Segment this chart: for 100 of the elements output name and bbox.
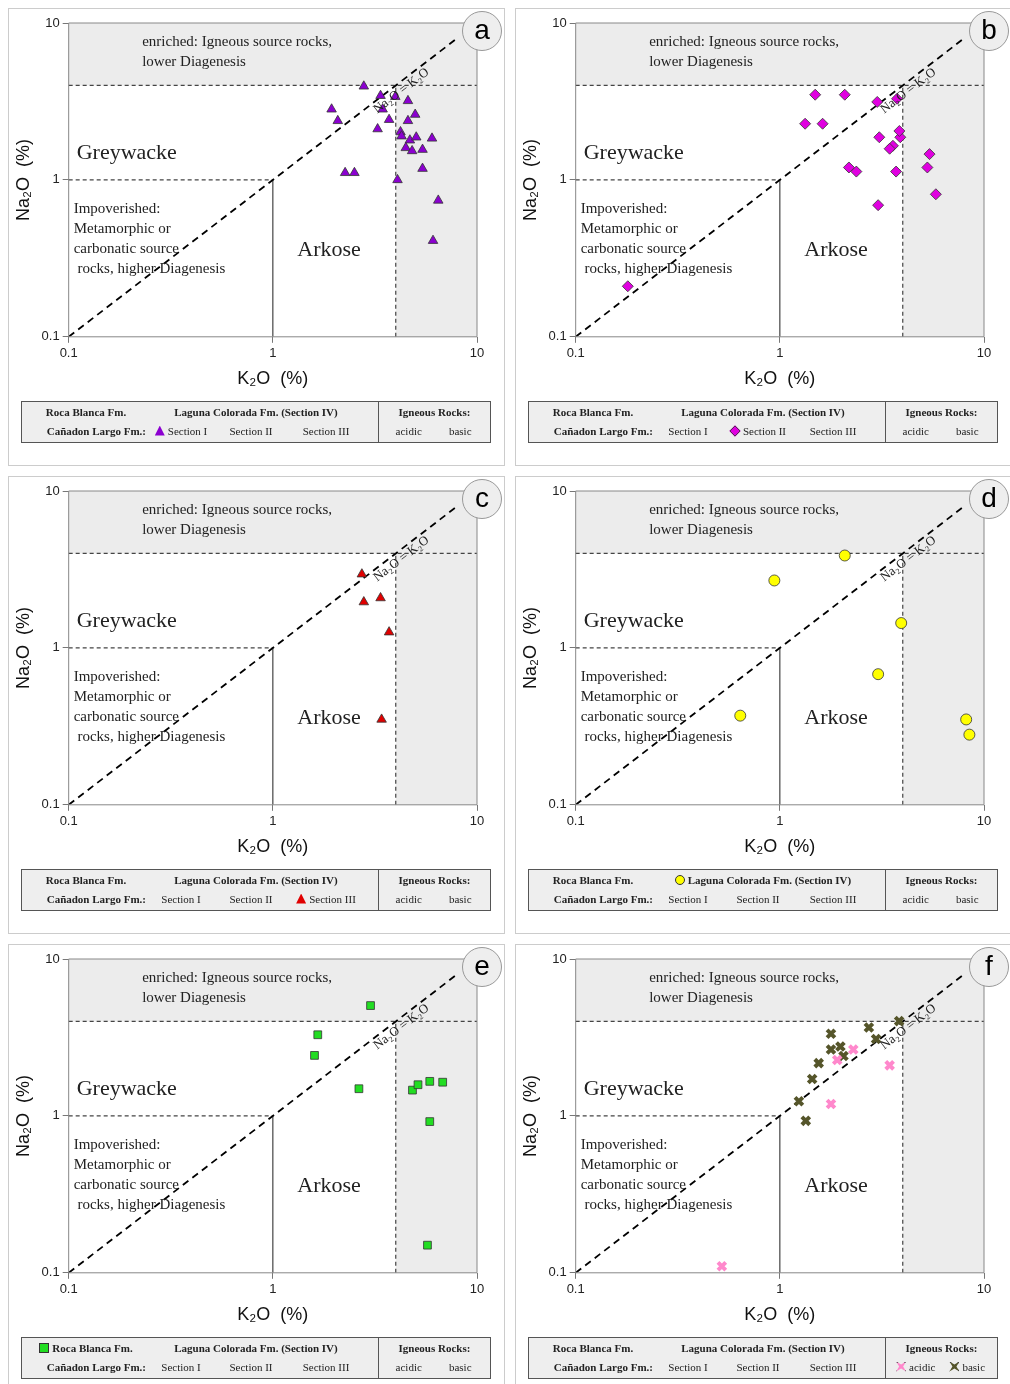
x-tick-label: 10 (469, 345, 485, 361)
text: basic (955, 424, 979, 437)
y-tick-label: 10 (552, 950, 567, 966)
legend-label: Laguna Colorada Fm. (Section IV) (687, 873, 852, 886)
annotation: Arkose (297, 236, 361, 262)
text: Roca Blanca Fm. (552, 1341, 634, 1354)
text: Section I (161, 892, 201, 905)
annotation: e (462, 947, 502, 987)
annotation: Arkose (804, 1172, 868, 1198)
text: Laguna Colorada Fm. (Section IV) (681, 1341, 845, 1354)
text: Laguna Colorada Fm. (Section IV) (681, 405, 845, 418)
y-tick-label: 10 (552, 14, 567, 30)
x-tick-label: 10 (976, 345, 992, 361)
y-tick-label: 1 (559, 1107, 567, 1123)
y-axis-title: Na₂O (%) (519, 138, 540, 221)
annotation: Greywacke (76, 139, 177, 165)
band-label: enriched: Igneous source rocks, lower Diagenesis (142, 33, 333, 70)
y-tick-label: 0.1 (548, 796, 567, 812)
text: Cañadon Largo Fm.: (46, 892, 146, 905)
legend-label: basic (962, 1360, 986, 1373)
annotation: Impoverished: Metamorphic or carbonatic source rocks, higher Diagenesis (73, 1136, 226, 1213)
band-label: enriched: Igneous source rocks, lower Diagenesis (649, 501, 840, 538)
text: Section II (229, 424, 273, 437)
y-tick-label: 1 (52, 171, 60, 187)
annotation: Impoverished: Metamorphic or carbonatic source rocks, higher Diagenesis (580, 200, 733, 277)
annotation: Arkose (297, 1172, 361, 1198)
text: Igneous Rocks: (905, 1341, 978, 1354)
x-axis-title: K₂O (%) (744, 368, 816, 389)
text: Section III (302, 1360, 350, 1373)
text: basic (448, 892, 472, 905)
x-tick-label: 1 (776, 345, 784, 361)
y-axis-title: Na₂O (%) (12, 1074, 33, 1157)
text: Igneous Rocks: (398, 1341, 471, 1354)
x-tick-label: 10 (469, 813, 485, 829)
text: Laguna Colorada Fm. (Section IV) (174, 1341, 338, 1354)
annotation: Greywacke (76, 607, 177, 633)
x-tick-label: 1 (776, 1281, 784, 1297)
text: acidic (902, 424, 929, 437)
text: Igneous Rocks: (398, 405, 471, 418)
y-tick-label: 10 (45, 482, 60, 498)
text: Section I (668, 424, 708, 437)
text: Section I (668, 892, 708, 905)
text: Roca Blanca Fm. (552, 405, 634, 418)
x-tick-label: 1 (776, 813, 784, 829)
y-tick-label: 1 (52, 1107, 60, 1123)
text: Cañadon Largo Fm.: (46, 1360, 146, 1373)
x-tick-label: 1 (269, 1281, 277, 1297)
text: Laguna Colorada Fm. (Section IV) (174, 873, 338, 886)
text: Roca Blanca Fm. (45, 873, 127, 886)
x-tick-label: 10 (976, 1281, 992, 1297)
y-tick-label: 0.1 (41, 328, 60, 344)
band-label: enriched: Igneous source rocks, lower Diagenesis (142, 501, 333, 538)
text: Section II (229, 1360, 273, 1373)
y-axis-title: Na₂O (%) (519, 1074, 540, 1157)
annotation: b (969, 11, 1009, 51)
text: basic (448, 424, 472, 437)
y-tick-label: 1 (559, 639, 567, 655)
text: acidic (395, 892, 422, 905)
text: acidic (902, 892, 929, 905)
annotation: Greywacke (583, 607, 684, 633)
text: Igneous Rocks: (398, 873, 471, 886)
text: Igneous Rocks: (905, 873, 978, 886)
text: Roca Blanca Fm. (45, 405, 127, 418)
text: Section II (736, 892, 780, 905)
text: Section I (668, 1360, 708, 1373)
text: f (969, 947, 1009, 987)
band-label: enriched: Igneous source rocks, lower Diagenesis (649, 969, 840, 1006)
y-tick-label: 0.1 (548, 1264, 567, 1280)
annotation: Arkose (804, 704, 868, 730)
annotation: Impoverished: Metamorphic or carbonatic source rocks, higher Diagenesis (73, 200, 226, 277)
annotation: Greywacke (583, 139, 684, 165)
text: Cañadon Largo Fm.: (46, 424, 146, 437)
x-axis-title: K₂O (%) (237, 1304, 309, 1325)
y-tick-label: 1 (559, 171, 567, 187)
legend-label: Section III (309, 892, 356, 905)
annotation: a (462, 11, 502, 51)
y-tick-label: 1 (52, 639, 60, 655)
text: acidic (395, 1360, 422, 1373)
legend-label: Roca Blanca Fm. (52, 1341, 133, 1354)
y-tick-label: 0.1 (41, 796, 60, 812)
x-axis-title: K₂O (%) (744, 1304, 816, 1325)
text: Section II (229, 892, 273, 905)
y-axis-title: Na₂O (%) (519, 606, 540, 689)
text: Section I (161, 1360, 201, 1373)
x-tick-label: 10 (976, 813, 992, 829)
text: Section III (302, 424, 350, 437)
text: Section III (809, 424, 857, 437)
x-axis-title: K₂O (%) (744, 836, 816, 857)
annotation: d (969, 479, 1009, 519)
y-tick-label: 0.1 (548, 328, 567, 344)
y-axis-title: Na₂O (%) (12, 138, 33, 221)
text: Igneous Rocks: (905, 405, 978, 418)
legend-label: acidic (909, 1360, 936, 1373)
y-axis-title: Na₂O (%) (12, 606, 33, 689)
band-label: enriched: Igneous source rocks, lower Diagenesis (649, 33, 840, 70)
annotation: Arkose (804, 236, 868, 262)
annotation: Impoverished: Metamorphic or carbonatic source rocks, higher Diagenesis (580, 1136, 733, 1213)
text: basic (955, 892, 979, 905)
text: Section III (809, 1360, 857, 1373)
text: Cañadon Largo Fm.: (553, 1360, 653, 1373)
